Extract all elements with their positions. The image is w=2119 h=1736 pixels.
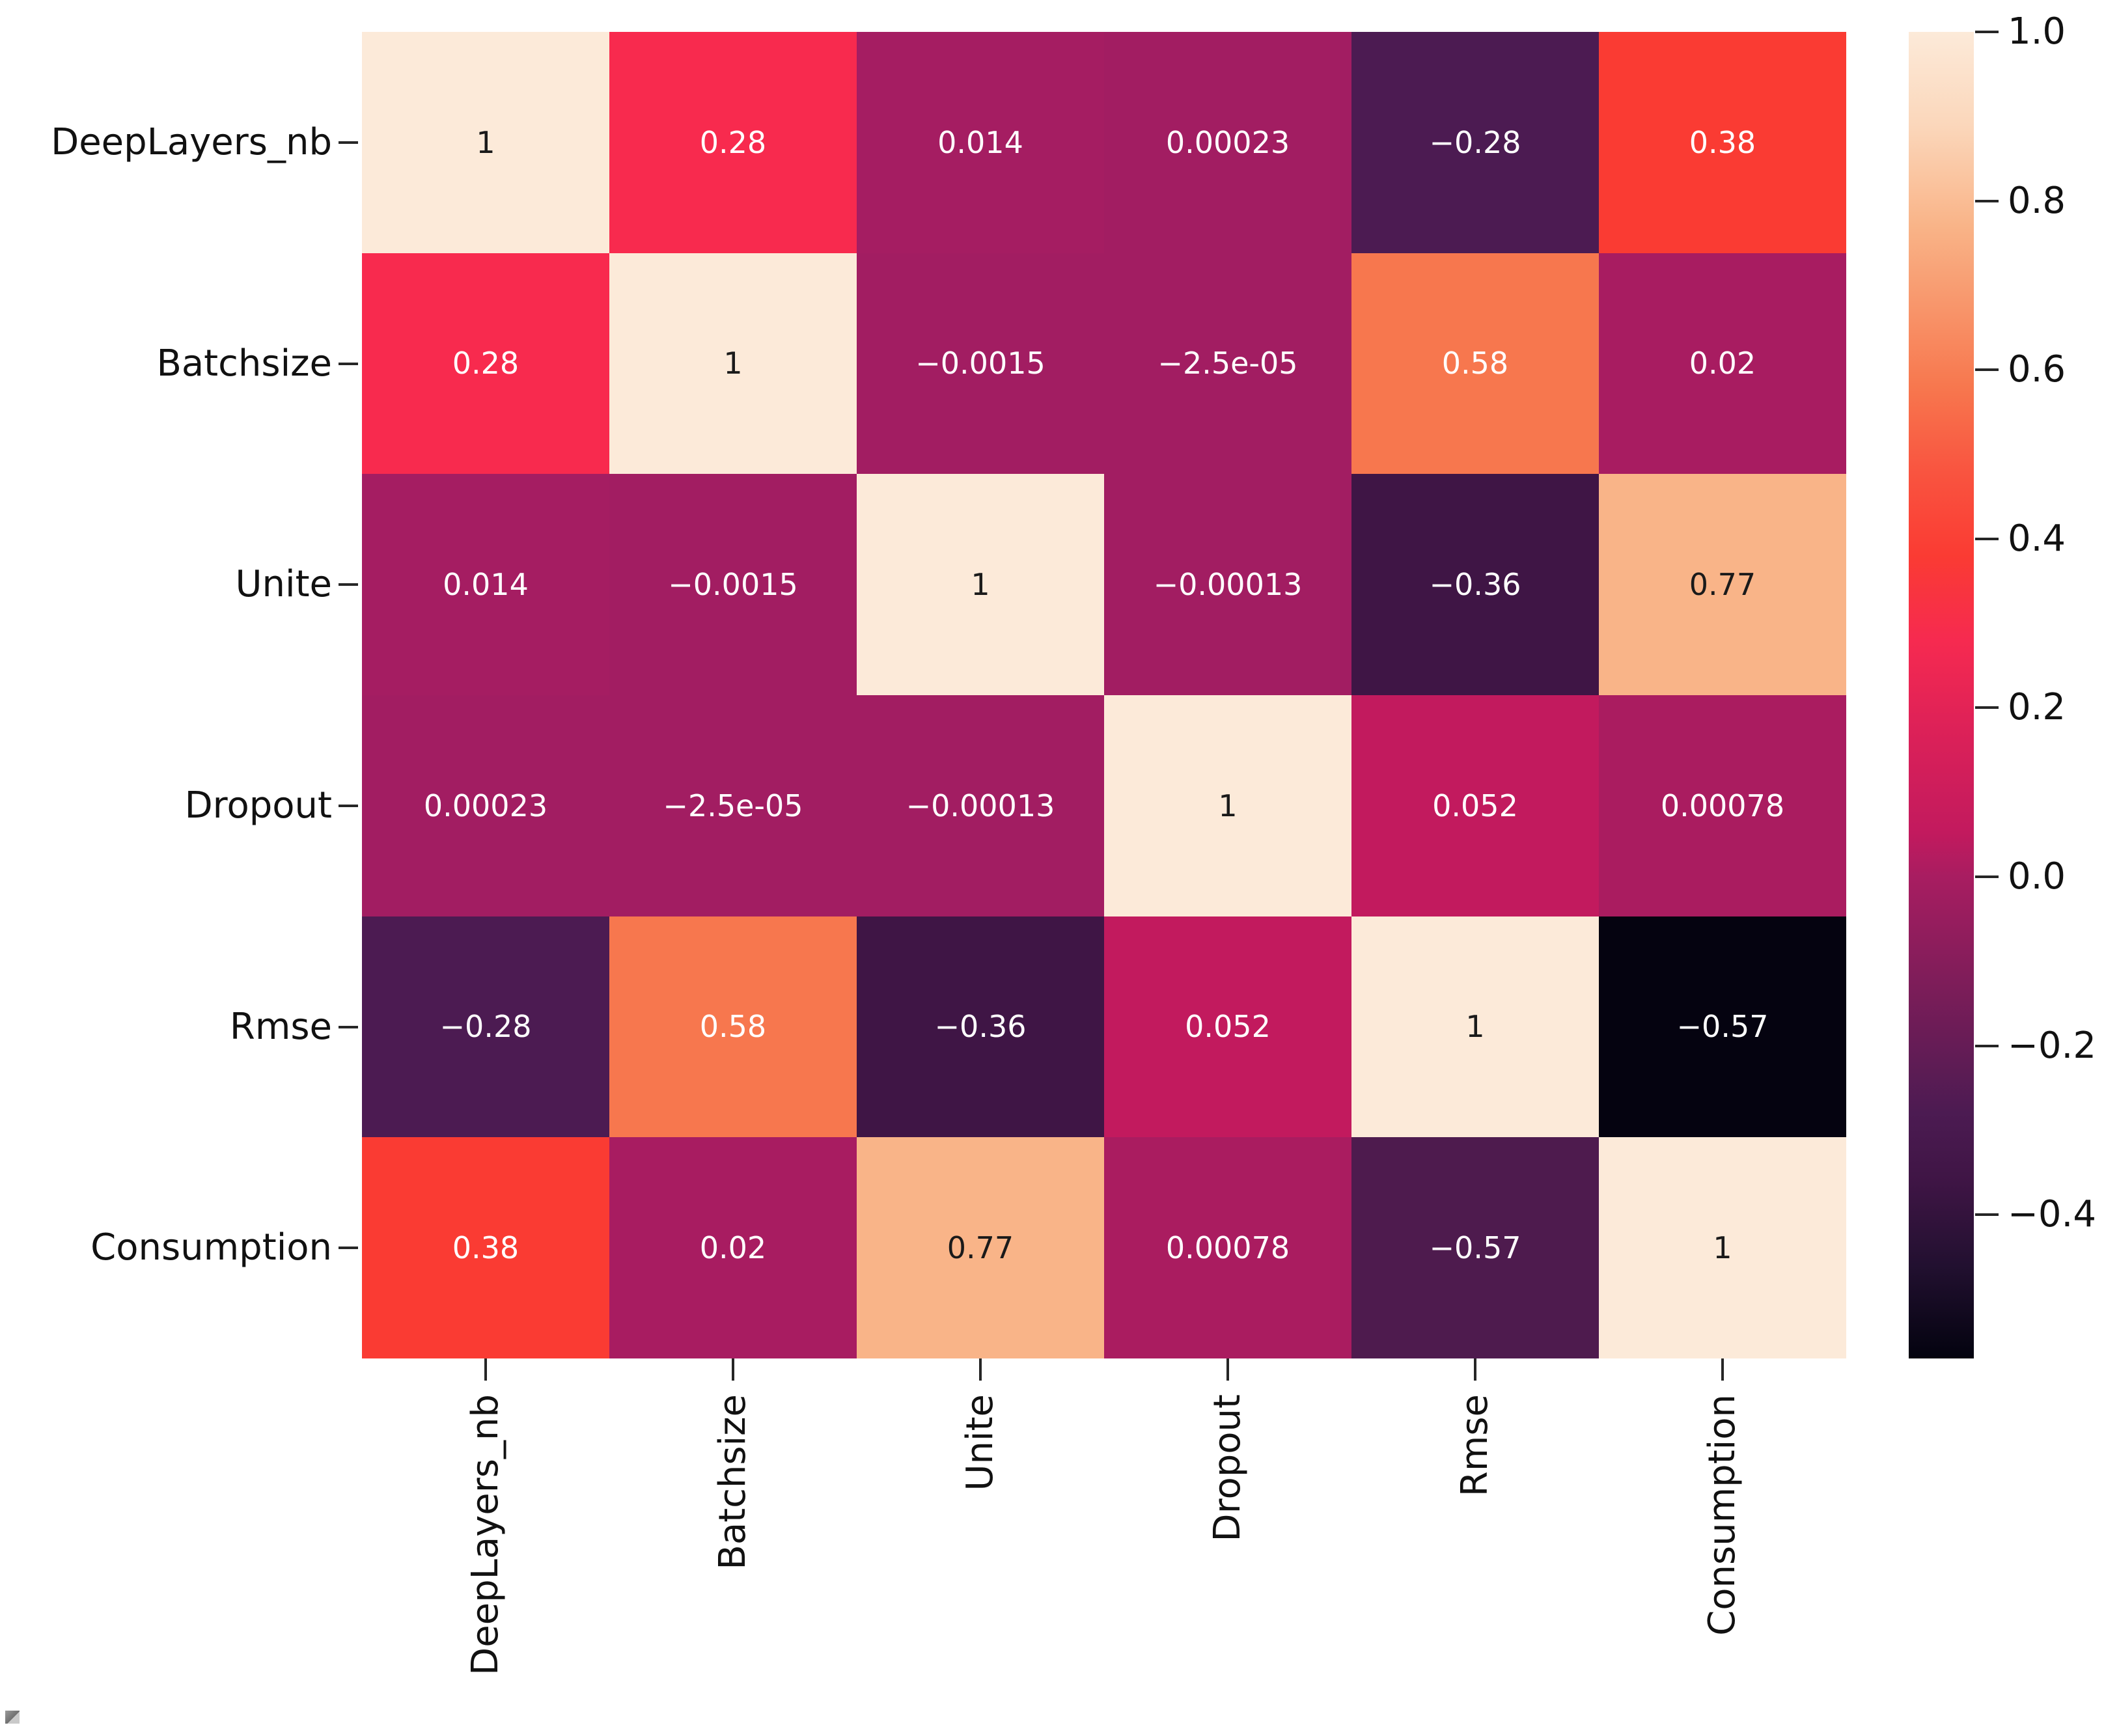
heatmap-cell-Rmse-Unite: −0.36: [857, 916, 1104, 1138]
heatmap-cell-DeepLayers_nb-Unite: 0.014: [857, 32, 1104, 253]
x-tick-mark: [484, 1358, 487, 1381]
heatmap-cell-DeepLayers_nb-Consumption: 0.38: [1599, 32, 1846, 253]
heatmap-cell-Consumption-DeepLayers_nb: 0.38: [362, 1137, 609, 1358]
heatmap-cell-Rmse-Consumption: −0.57: [1599, 916, 1846, 1138]
x-tick-label-DeepLayers_nb: DeepLayers_nb: [464, 1394, 506, 1675]
heatmap-cell-Consumption-Consumption: 1: [1599, 1137, 1846, 1358]
heatmap-cell-Consumption-Batchsize: 0.02: [609, 1137, 857, 1358]
y-tick-label-Unite: Unite: [235, 563, 332, 606]
x-tick-mark: [979, 1358, 982, 1381]
y-tick-mark: [339, 141, 358, 144]
heatmap-cell-Unite-DeepLayers_nb: 0.014: [362, 474, 609, 695]
heatmap-cell-Rmse-Batchsize: 0.58: [609, 916, 857, 1138]
heatmap-cell-Rmse-Dropout: 0.052: [1104, 916, 1351, 1138]
heatmap-grid: 1 0.28 0.014 0.00023 −0.28 0.38 0.28 1 −0.0015 −2…: [362, 32, 1846, 1358]
colorbar: [1909, 32, 1974, 1358]
y-tick-mark: [339, 362, 358, 365]
x-tick-label-Unite: Unite: [959, 1394, 1001, 1491]
y-tick-label-Batchsize: Batchsize: [156, 342, 332, 385]
y-tick-label-Consumption: Consumption: [90, 1226, 332, 1269]
x-tick-label-Consumption: Consumption: [1701, 1394, 1743, 1636]
heatmap-cell-Dropout-Rmse: 0.052: [1351, 695, 1599, 916]
heatmap-cell-Batchsize-Dropout: −2.5e-05: [1104, 253, 1351, 475]
colorbar-tick-label: 0.6: [2008, 348, 2066, 391]
heatmap-cell-Rmse-Rmse: 1: [1351, 916, 1599, 1138]
x-tick-mark: [732, 1358, 734, 1381]
heatmap-cell-Consumption-Dropout: 0.00078: [1104, 1137, 1351, 1358]
heatmap-cell-Batchsize-Consumption: 0.02: [1599, 253, 1846, 475]
heatmap-cell-DeepLayers_nb-Dropout: 0.00023: [1104, 32, 1351, 253]
heatmap-cell-Dropout-Unite: −0.00013: [857, 695, 1104, 916]
heatmap-cell-DeepLayers_nb-Rmse: −0.28: [1351, 32, 1599, 253]
colorbar-tick-mark: [1975, 706, 1999, 710]
heatmap-cell-Batchsize-Unite: −0.0015: [857, 253, 1104, 475]
x-tick-mark: [1721, 1358, 1724, 1381]
colorbar-tick-label: 0.4: [2008, 517, 2066, 560]
heatmap-cell-Dropout-Consumption: 0.00078: [1599, 695, 1846, 916]
heatmap-cell-Unite-Unite: 1: [857, 474, 1104, 695]
heatmap-cell-Consumption-Unite: 0.77: [857, 1137, 1104, 1358]
colorbar-tick-label: −0.2: [2008, 1024, 2096, 1067]
colorbar-tick-mark: [1975, 1213, 1999, 1217]
heatmap-cell-Consumption-Rmse: −0.57: [1351, 1137, 1599, 1358]
y-tick-mark: [339, 583, 358, 586]
colorbar-tick-label: 0.8: [2008, 179, 2066, 222]
colorbar-tick-label: 0.0: [2008, 855, 2066, 898]
heatmap-cell-Dropout-DeepLayers_nb: 0.00023: [362, 695, 609, 916]
colorbar-tick-label: 0.2: [2008, 686, 2066, 729]
x-tick-mark: [1474, 1358, 1476, 1381]
y-tick-mark: [339, 1247, 358, 1250]
x-tick-label-Dropout: Dropout: [1206, 1394, 1249, 1542]
x-tick-label-Rmse: Rmse: [1454, 1394, 1496, 1497]
y-tick-label-Dropout: Dropout: [184, 784, 332, 827]
colorbar-tick-mark: [1975, 31, 1999, 33]
heatmap-cell-Dropout-Batchsize: −2.5e-05: [609, 695, 857, 916]
colorbar-tick-mark: [1975, 1044, 1999, 1047]
corner-artifact: [5, 1711, 20, 1724]
colorbar-tick-mark: [1975, 199, 1999, 202]
heatmap-cell-Unite-Dropout: −0.00013: [1104, 474, 1351, 695]
colorbar-tick-label: 1.0: [2008, 10, 2066, 53]
colorbar-tick-mark: [1975, 875, 1999, 879]
heatmap-cell-Batchsize-DeepLayers_nb: 0.28: [362, 253, 609, 475]
y-tick-mark: [339, 804, 358, 807]
heatmap-cell-Unite-Batchsize: −0.0015: [609, 474, 857, 695]
y-tick-label-Rmse: Rmse: [229, 1005, 332, 1048]
heatmap-cell-Batchsize-Batchsize: 1: [609, 253, 857, 475]
heatmap-cell-DeepLayers_nb-Batchsize: 0.28: [609, 32, 857, 253]
x-tick-mark: [1226, 1358, 1229, 1381]
heatmap-cell-Unite-Consumption: 0.77: [1599, 474, 1846, 695]
x-tick-label-Batchsize: Batchsize: [712, 1394, 754, 1570]
heatmap-cell-Batchsize-Rmse: 0.58: [1351, 253, 1599, 475]
colorbar-tick-label: −0.4: [2008, 1193, 2096, 1236]
heatmap-cell-Dropout-Dropout: 1: [1104, 695, 1351, 916]
y-tick-mark: [339, 1025, 358, 1028]
heatmap-cell-Rmse-DeepLayers_nb: −0.28: [362, 916, 609, 1138]
y-tick-label-DeepLayers_nb: DeepLayers_nb: [51, 120, 332, 163]
colorbar-tick-mark: [1975, 537, 1999, 540]
heatmap-cell-Unite-Rmse: −0.36: [1351, 474, 1599, 695]
heatmap-cell-DeepLayers_nb-DeepLayers_nb: 1: [362, 32, 609, 253]
colorbar-tick-mark: [1975, 368, 1999, 372]
